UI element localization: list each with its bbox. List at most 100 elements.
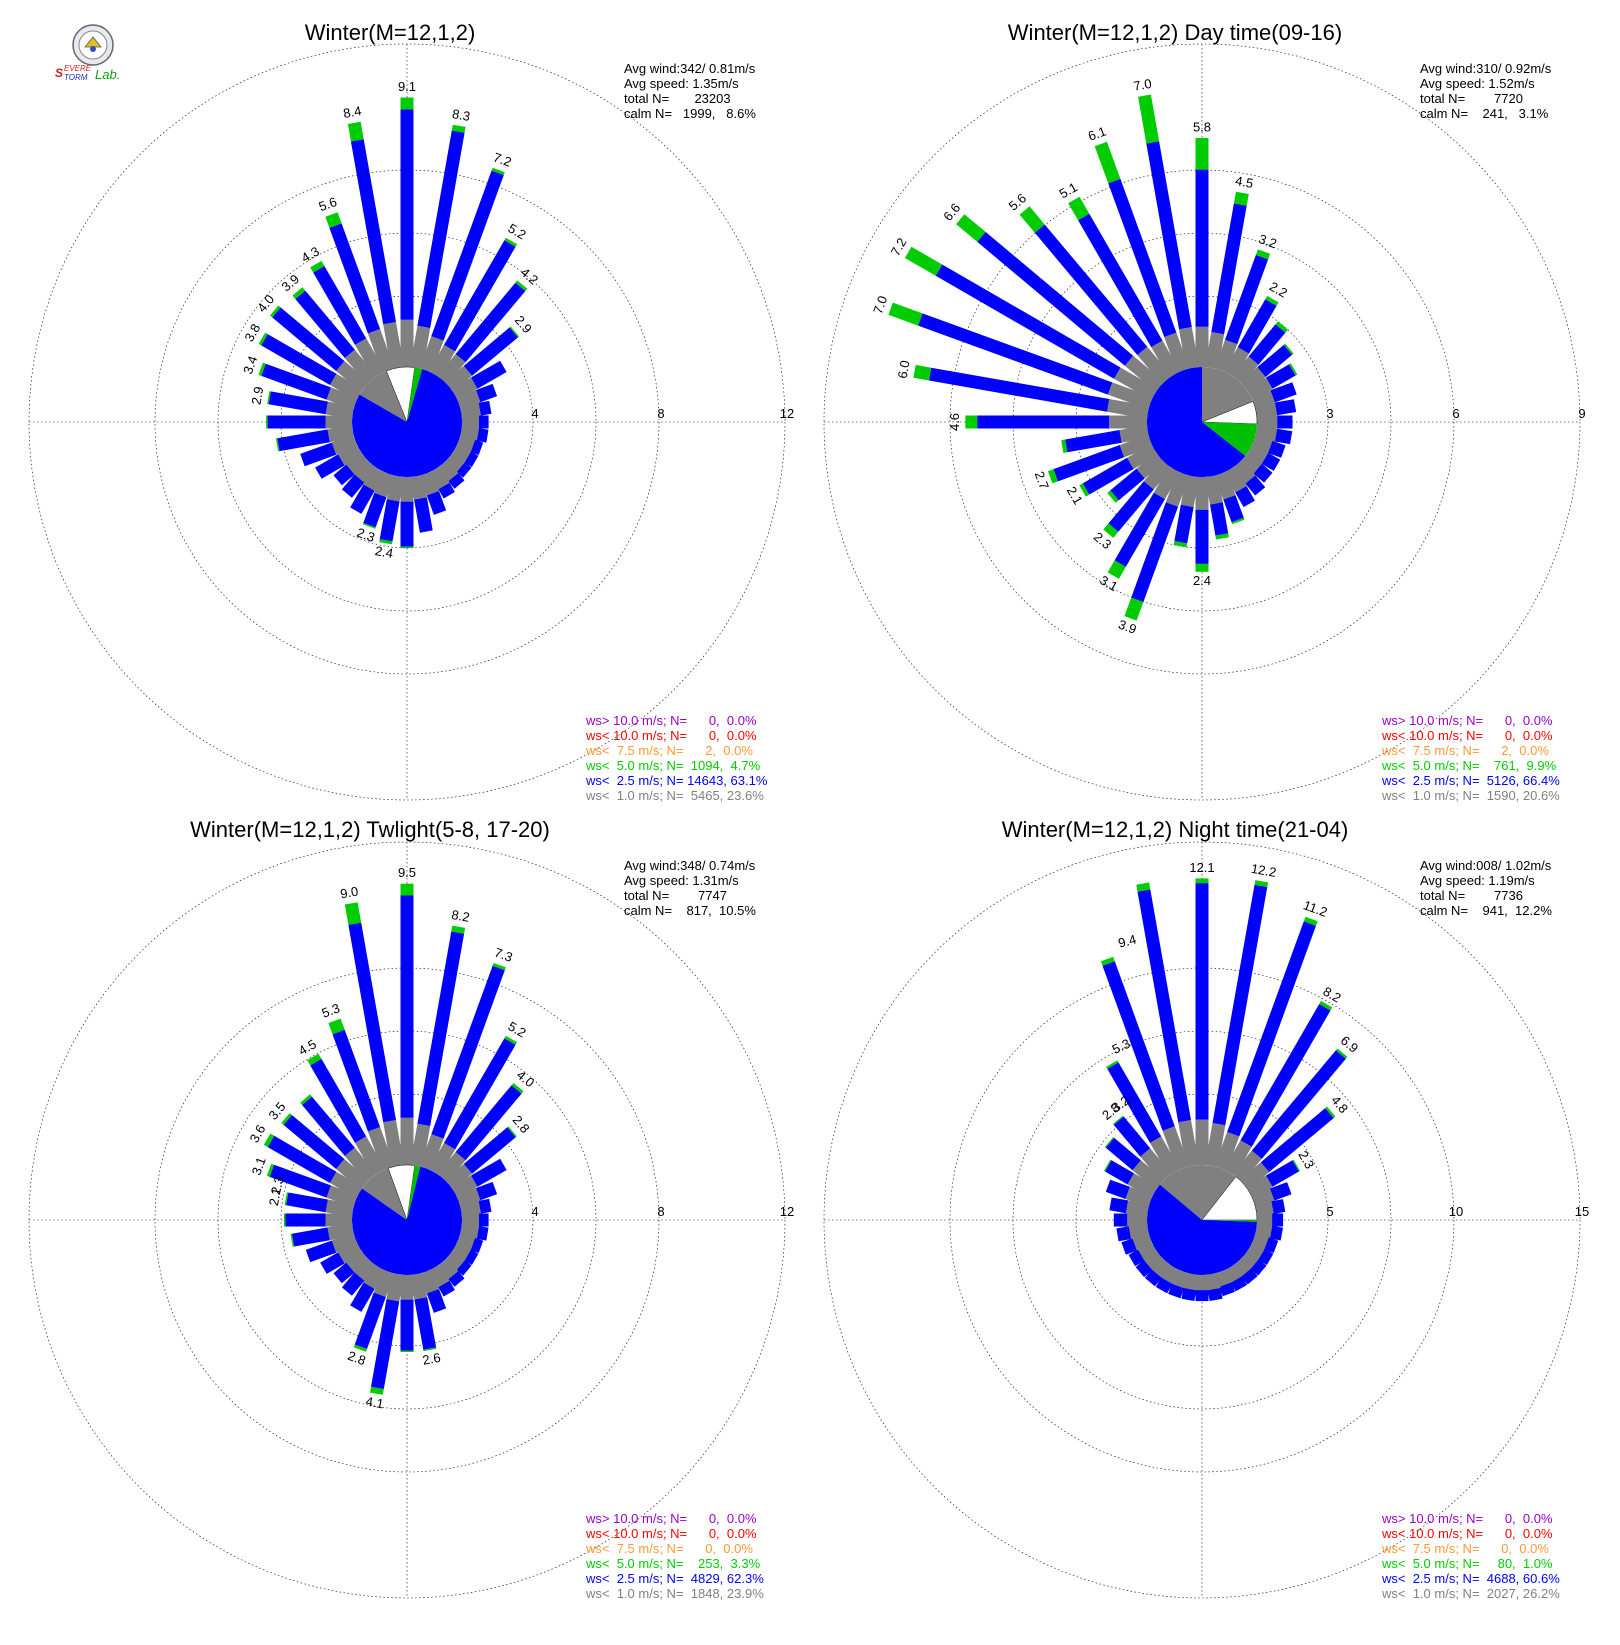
bar-segment-lt5 xyxy=(1103,1159,1112,1172)
bar-segment-lt1 xyxy=(1255,1201,1274,1217)
bar-segment-lt2_5 xyxy=(479,1213,489,1227)
bar-segment-lt5 xyxy=(1079,483,1090,497)
bar-segment-lt5 xyxy=(491,167,505,175)
bar-segment-lt1 xyxy=(1240,1250,1259,1270)
bar-segment-lt1 xyxy=(344,349,377,384)
legend-entry: ws< 2.5 m/s; N= 5126, 66.4% xyxy=(1381,773,1560,788)
bar-segment-lt5 xyxy=(1138,94,1160,144)
bar-segment-lt2_5 xyxy=(977,415,1110,429)
bar-segment-lt2_5 xyxy=(414,1297,437,1350)
bar-segment-lt5 xyxy=(1195,878,1209,884)
bar-segment-lt1 xyxy=(456,390,481,410)
bar-segment-lt1 xyxy=(451,1241,471,1261)
bar-segment-lt1 xyxy=(1125,1186,1153,1208)
bar-segment-lt1 xyxy=(445,1250,465,1271)
legend-entry: ws< 5.0 m/s; N= 761, 9.9% xyxy=(1381,758,1557,773)
bar-segment-lt2_5 xyxy=(1121,1238,1137,1255)
bar-segment-lt5 xyxy=(511,1083,524,1094)
bar-segment-lt1 xyxy=(383,322,404,369)
bar-segment-lt1 xyxy=(460,402,481,419)
range-ring xyxy=(217,1030,597,1410)
bar-segment-lt2_5 xyxy=(1195,169,1209,327)
bar-segment-lt2_5 xyxy=(476,428,489,443)
bar-label: 4.5 xyxy=(1234,173,1254,191)
bar-segment-lt1 xyxy=(374,471,395,498)
calm-pie-slice xyxy=(1201,1176,1258,1221)
bar-segment-lt5 xyxy=(1104,1137,1115,1148)
bar-segment-lt1 xyxy=(1232,356,1259,384)
bar-segment-lt2_5 xyxy=(1065,430,1122,453)
bar-segment-lt2_5 xyxy=(1264,1237,1279,1253)
bar-segment-lt2_5 xyxy=(1053,445,1125,482)
bar-segment-lt5 xyxy=(515,280,528,291)
bar-segment-lt2_5 xyxy=(1135,1260,1153,1278)
bar-segment-lt2_5 xyxy=(977,231,1134,366)
bar-segment-lt5 xyxy=(1303,916,1318,926)
range-ring xyxy=(28,43,786,801)
bar-segment-lt1 xyxy=(1240,367,1266,392)
bar-segment-lt2_5 xyxy=(1210,502,1229,536)
bar-segment-lt5 xyxy=(370,1386,384,1395)
bar-segment-lt2_5 xyxy=(1195,883,1209,1120)
bar-segment-lt1 xyxy=(338,1241,363,1264)
bar-segment-lt2_5 xyxy=(464,1249,479,1265)
legend-entry: ws< 1.0 m/s; N= 1848, 23.9% xyxy=(585,1586,764,1601)
bar-segment-lt1 xyxy=(363,1264,386,1289)
bar-segment-lt2_5 xyxy=(1227,921,1316,1137)
bar-segment-lt2_5 xyxy=(261,334,337,385)
bar-label: 5.3 xyxy=(1110,1036,1133,1057)
bar-segment-lt1 xyxy=(1246,443,1269,464)
bar-segment-lt2_5 xyxy=(400,1299,414,1351)
bar-segment-lt2_5 xyxy=(470,439,484,455)
bar-segment-lt2_5 xyxy=(426,1289,447,1313)
bar-segment-lt2_5 xyxy=(438,1280,455,1297)
bar-segment-lt2_5 xyxy=(1225,254,1269,345)
range-ring xyxy=(949,169,1455,675)
range-ring xyxy=(154,169,660,675)
stat-line: Avg speed: 1.19m/s xyxy=(1420,873,1535,888)
bar-segment-lt2_5 xyxy=(1261,452,1281,471)
bar-segment-lt2_5 xyxy=(438,482,455,499)
bar-segment-lt2_5 xyxy=(283,1115,345,1169)
bar-segment-lt2_5 xyxy=(476,1226,489,1241)
stat-line: Avg wind:348/ 0.74m/s xyxy=(624,858,756,873)
bar-segment-lt1 xyxy=(327,425,354,443)
bar-segment-lt2_5 xyxy=(1174,504,1194,544)
calm-pie-slice xyxy=(359,371,407,422)
bar-segment-lt1 xyxy=(329,373,363,401)
bar-segment-lt5 xyxy=(1107,490,1119,503)
bar-segment-lt1 xyxy=(1164,332,1190,373)
bar-label: 9.5 xyxy=(398,865,416,880)
bar-segment-lt5 xyxy=(1289,363,1298,376)
range-ring xyxy=(280,1093,534,1347)
bar-segment-lt2_5 xyxy=(261,363,331,400)
bar-segment-lt1 xyxy=(363,466,386,491)
bar-label: 8.3 xyxy=(451,106,471,124)
bar-segment-lt1 xyxy=(1195,1275,1209,1291)
range-ring xyxy=(823,841,1581,1599)
bar-segment-lt1 xyxy=(367,1127,395,1171)
bar-segment-lt2_5 xyxy=(363,492,387,528)
bar-segment-lt5 xyxy=(266,1163,275,1177)
bar-segment-lt1 xyxy=(1162,1126,1190,1171)
bar-segment-lt2_5 xyxy=(1105,1160,1134,1185)
bar-label: 6.0 xyxy=(895,359,913,379)
bar-label: 2.3 xyxy=(355,525,377,545)
bar-segment-lt2_5 xyxy=(354,1292,386,1349)
bar-segment-lt5 xyxy=(888,302,923,326)
bar-segment-lt5 xyxy=(267,391,271,405)
bar-segment-lt1 xyxy=(354,460,377,483)
legend-entry: ws< 2.5 m/s; N= 4688, 60.6% xyxy=(1381,1571,1560,1586)
stat-line: Avg speed: 1.52m/s xyxy=(1420,76,1535,91)
bar-segment-lt1 xyxy=(1127,1173,1158,1199)
bar-segment-lt1 xyxy=(346,1250,369,1273)
bar-segment-lt2_5 xyxy=(350,484,375,514)
bar-segment-lt2_5 xyxy=(1237,299,1277,354)
bar-segment-lt2_5 xyxy=(1269,1182,1292,1201)
bar-segment-lt2_5 xyxy=(305,1240,337,1263)
bar-segment-lt2_5 xyxy=(1144,1269,1162,1287)
bar-label: 2.4 xyxy=(1193,573,1211,588)
bar-segment-lt1 xyxy=(1109,415,1147,429)
bar-segment-lt5 xyxy=(1173,541,1188,548)
